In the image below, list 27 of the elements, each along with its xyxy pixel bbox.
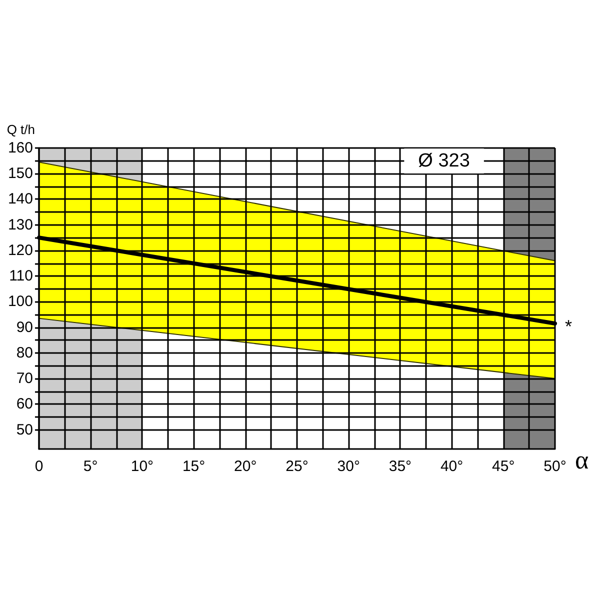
y-tick-label: 100 xyxy=(8,293,33,310)
y-tick-label: 70 xyxy=(16,370,33,388)
x-axis-title: α xyxy=(575,446,589,474)
y-tick-label: 80 xyxy=(16,344,33,362)
y-tick-label: 60 xyxy=(16,396,33,413)
x-tick-label: 50° xyxy=(544,458,566,475)
y-tick-label: 160 xyxy=(8,140,33,156)
y-tick-label: 110 xyxy=(9,268,33,285)
y-axis-title: Q t/h xyxy=(6,122,35,137)
x-tick-label: 45° xyxy=(492,458,515,475)
y-tick-label: 140 xyxy=(8,190,33,208)
annotation: Ø 323 xyxy=(418,150,470,172)
x-tick-label: 20° xyxy=(234,458,257,475)
x-tick-label: 25° xyxy=(286,458,308,475)
y-tick-label: 150 xyxy=(8,165,33,182)
y-tick-label: 130 xyxy=(8,216,33,234)
x-tick-label: 5° xyxy=(83,458,98,475)
y-tick-label: 50 xyxy=(16,421,33,438)
x-tick-label: 40° xyxy=(440,458,464,475)
x-tick-label: 15° xyxy=(182,458,206,475)
y-tick-label: 90 xyxy=(16,318,33,336)
annotation: * xyxy=(565,316,572,336)
x-tick-label: 0 xyxy=(34,458,44,475)
x-tick-label: 10° xyxy=(130,458,154,475)
x-tick-label: 30° xyxy=(337,458,360,475)
x-tick-label: 35° xyxy=(388,458,412,475)
y-tick-label: 120 xyxy=(8,242,33,259)
